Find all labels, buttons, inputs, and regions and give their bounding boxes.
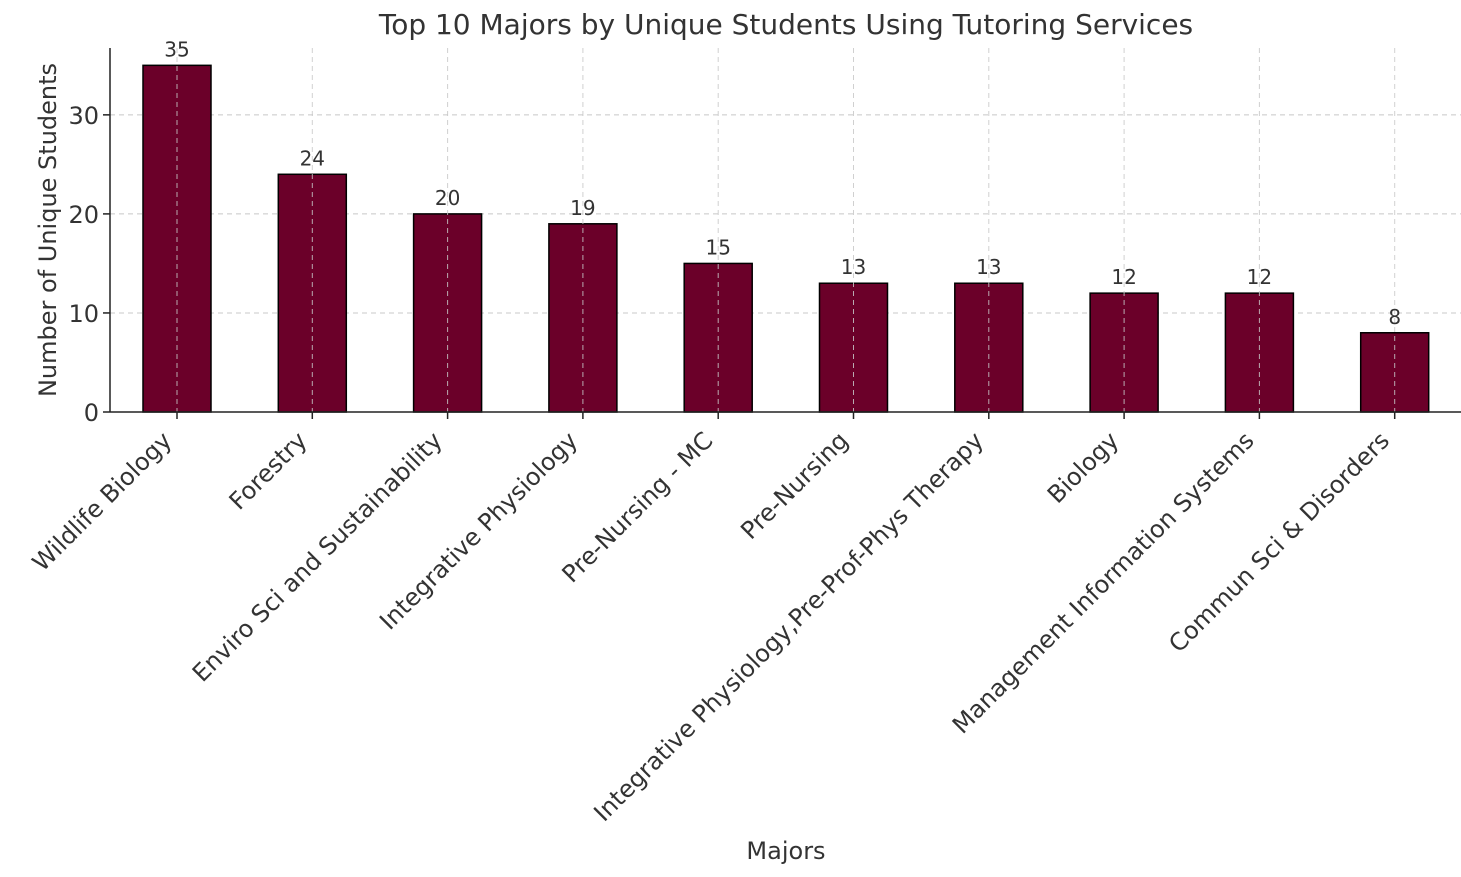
data-label: 15 (705, 235, 730, 259)
data-label: 24 (300, 146, 325, 170)
data-label: 19 (570, 196, 595, 220)
y-tick-label: 10 (68, 300, 99, 328)
data-label: 35 (164, 37, 189, 61)
label-layer: 35 Wildlife Biology 24 Forestry 20 Enviro Sci… (27, 37, 1401, 827)
data-label: 8 (1388, 305, 1401, 329)
x-tick-label: Commun Sci & Disorders (1163, 426, 1395, 658)
axis-layer: 0 10 20 30 (68, 48, 1461, 427)
data-label: 13 (976, 255, 1001, 279)
x-tick-label: Pre-Nursing (735, 426, 853, 544)
x-axis-title: Majors (746, 837, 825, 865)
x-tick-label: Enviro Sci and Sustainability (187, 426, 448, 687)
x-tick-label: Pre-Nursing - MC (557, 426, 719, 588)
chart-title: Top 10 Majors by Unique Students Using T… (378, 8, 1193, 41)
y-tick-label: 30 (68, 102, 99, 130)
x-tick-label: Management Information Systems (947, 426, 1260, 739)
bar-layer (142, 64, 1430, 413)
data-label: 20 (435, 186, 460, 210)
y-tick-label: 20 (68, 201, 99, 229)
vertical-grid-layer (176, 48, 1396, 412)
x-tick-label: Biology (1042, 426, 1124, 508)
x-tick-label: Forestry (224, 426, 313, 515)
data-label: 12 (1247, 265, 1272, 289)
y-axis-title: Number of Unique Students (34, 63, 62, 397)
y-tick-label: 0 (84, 399, 99, 427)
data-label: 13 (841, 255, 866, 279)
data-label: 12 (1111, 265, 1136, 289)
x-tick-label: Wildlife Biology (27, 426, 177, 576)
